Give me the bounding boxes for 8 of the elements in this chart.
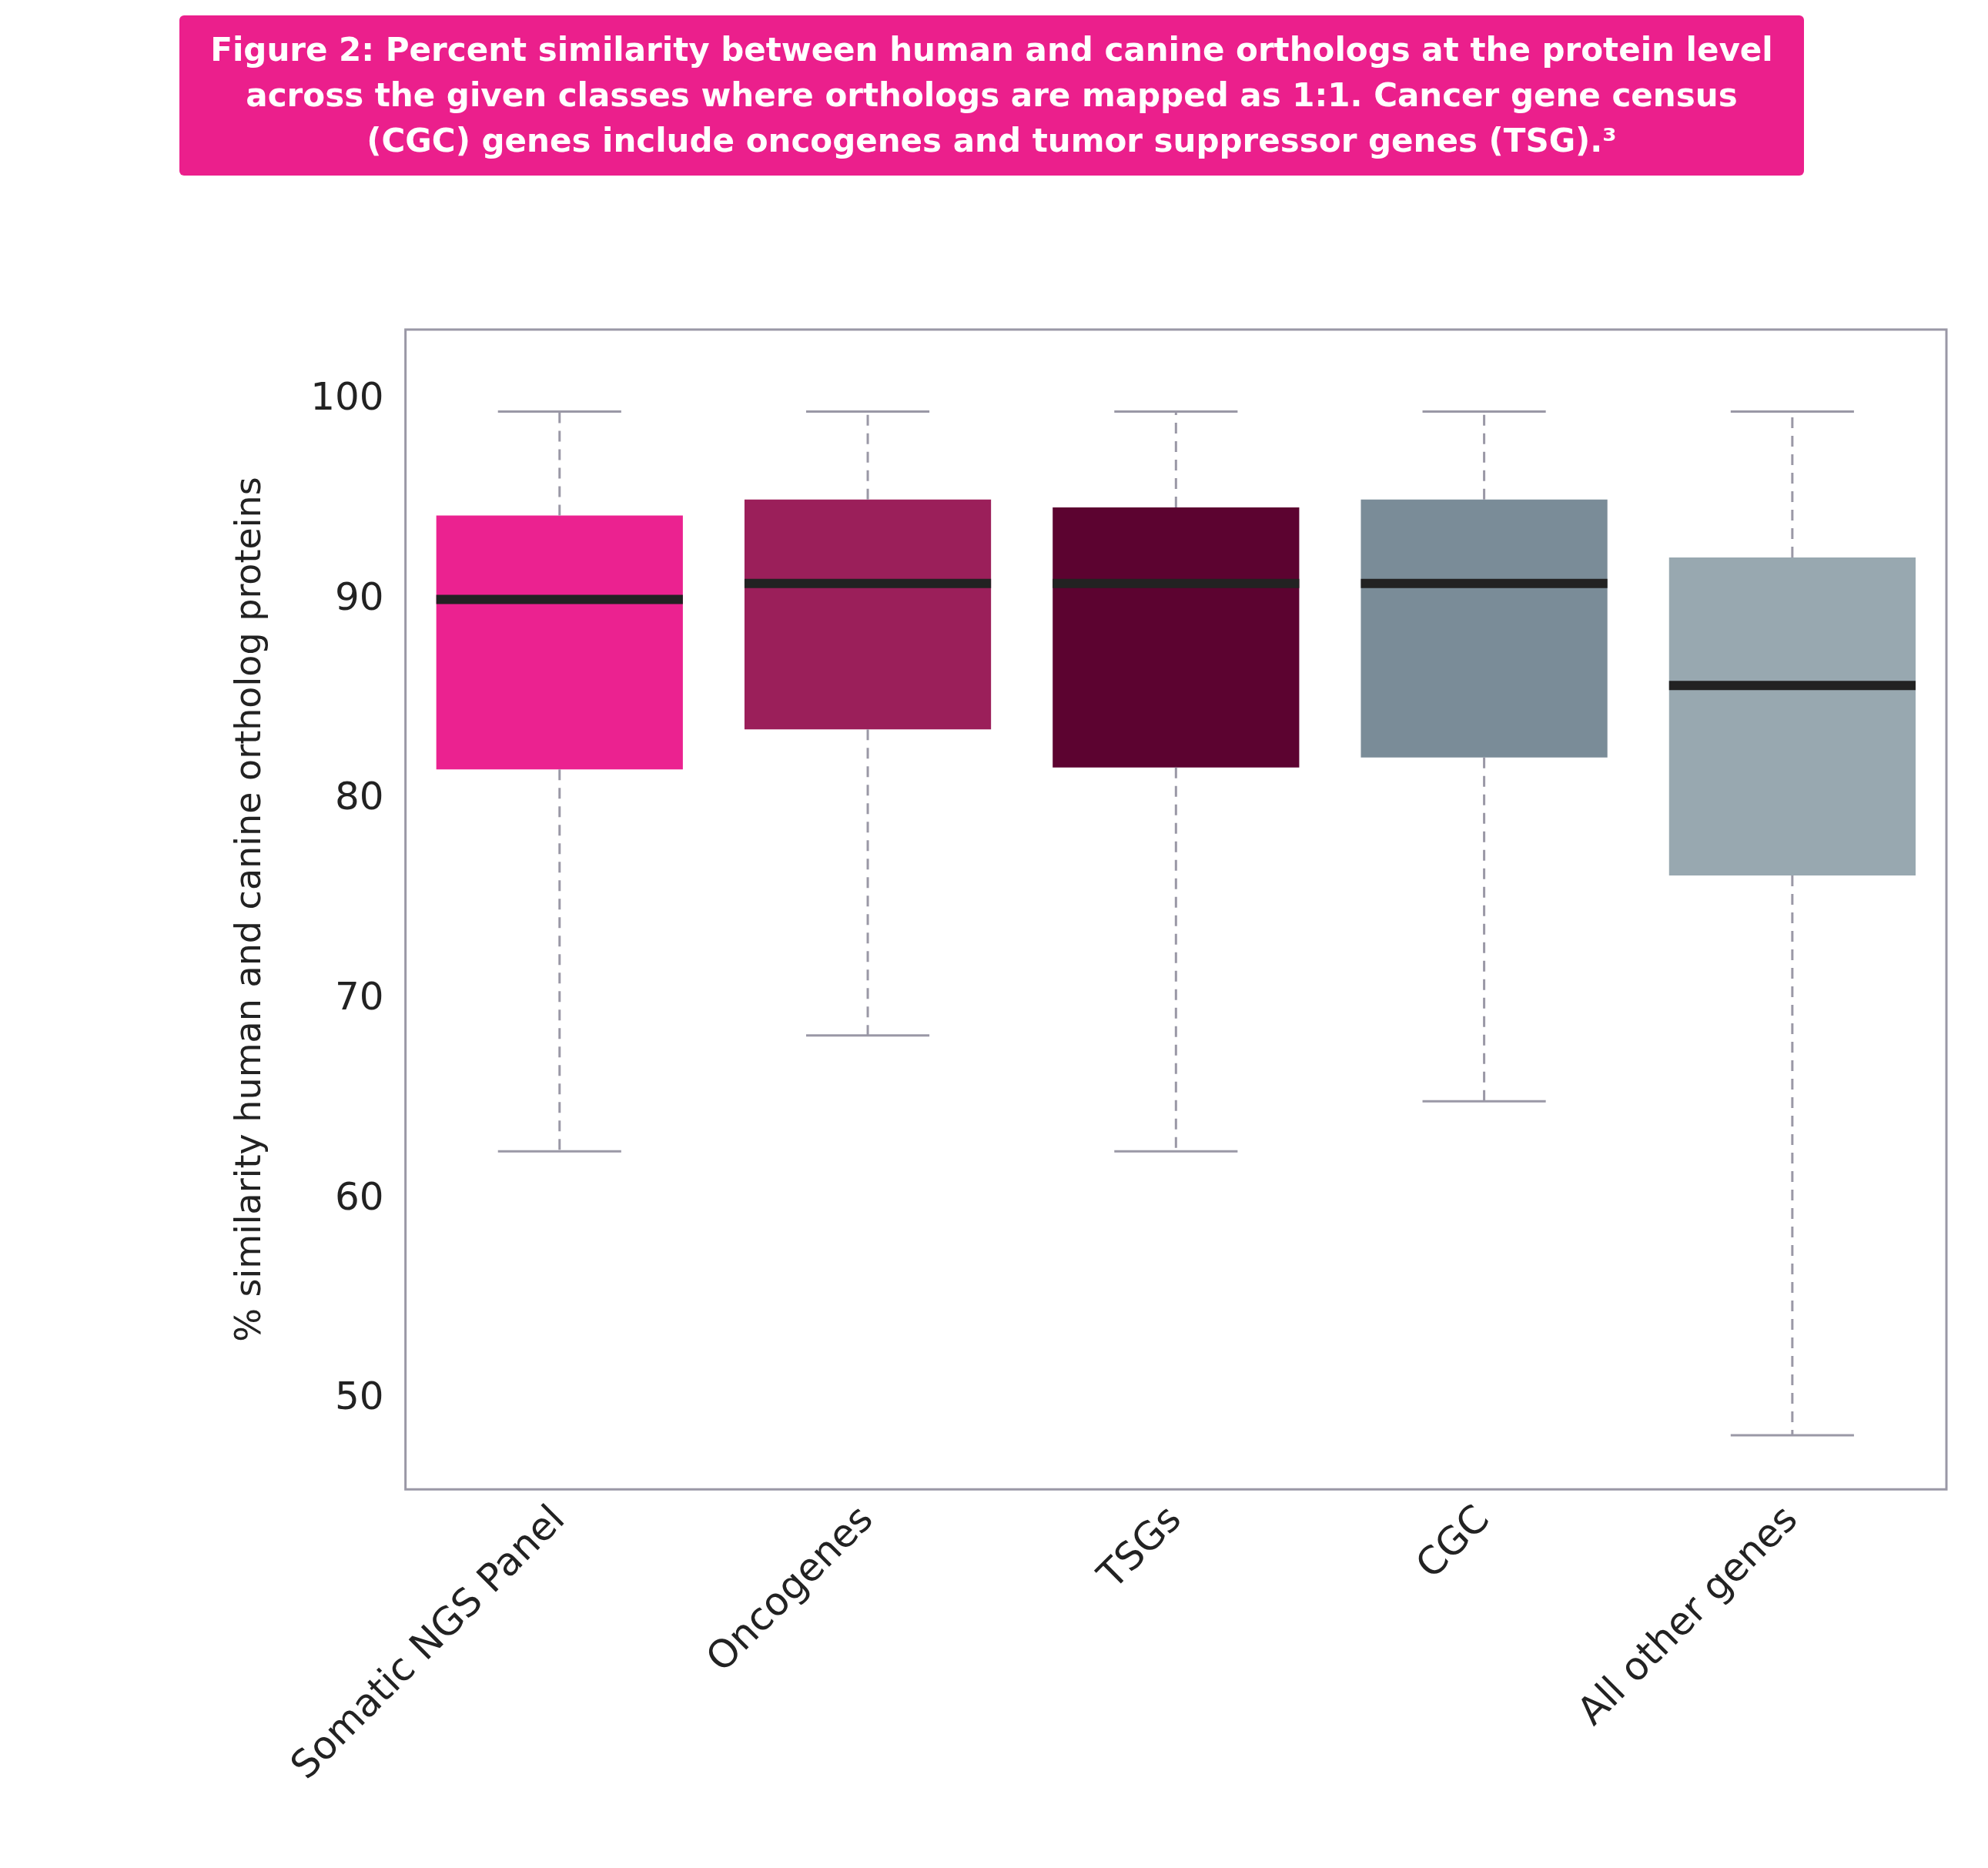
y-tick-label: 80 <box>335 774 384 819</box>
y-tick-label: 100 <box>310 374 384 420</box>
y-tick-label: 50 <box>335 1374 384 1419</box>
y-tick-label: 90 <box>335 574 384 619</box>
y-tick-label: 60 <box>335 1173 384 1219</box>
y-tick-label: 70 <box>335 974 384 1019</box>
chart-title: Figure 2: Percent similarity between human and canine orthologs at the protein level across the given classes where orthologs are mapped as 1:1. Cancer gene census (CGC) genes include oncogenes and tumor suppressor genes (TSG).³ <box>179 15 1804 176</box>
y-axis-title: % similarity human and canine ortholog proteins <box>226 477 269 1343</box>
